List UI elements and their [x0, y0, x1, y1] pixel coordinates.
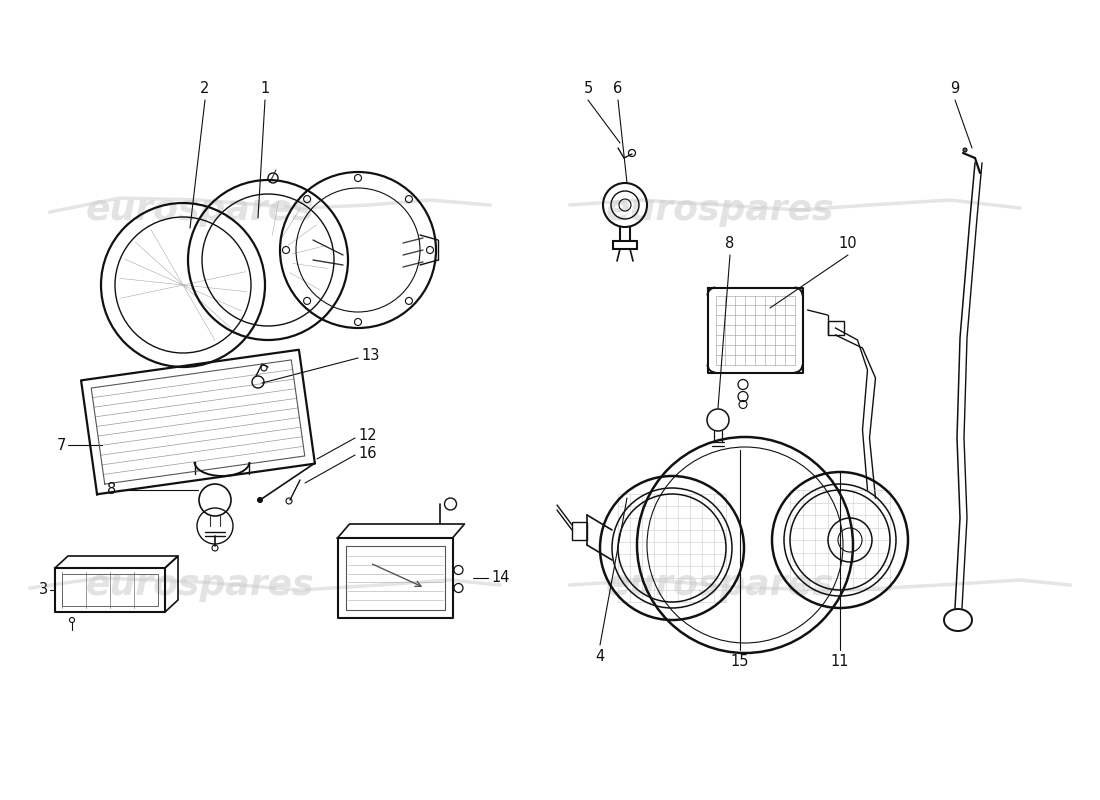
Circle shape [257, 498, 263, 502]
Text: eurospares: eurospares [86, 193, 315, 227]
Text: 9: 9 [950, 81, 959, 96]
Bar [62, 574, 158, 606]
Text: 5: 5 [583, 81, 593, 96]
Text: 11: 11 [830, 654, 849, 669]
Text: 4: 4 [595, 649, 605, 664]
Text: 7: 7 [56, 438, 66, 453]
Text: 16: 16 [358, 446, 376, 461]
Text: 2: 2 [200, 81, 210, 96]
Text: 6: 6 [614, 81, 623, 96]
Text: 8: 8 [107, 482, 116, 498]
Text: 12: 12 [358, 429, 376, 443]
Text: eurospares: eurospares [606, 193, 834, 227]
Circle shape [962, 148, 967, 152]
Text: 8: 8 [725, 236, 735, 251]
Text: 13: 13 [361, 349, 379, 363]
Text: eurospares: eurospares [86, 568, 315, 602]
Text: 14: 14 [491, 570, 509, 586]
Text: 10: 10 [838, 236, 857, 251]
Bar [345, 546, 444, 610]
Bar [572, 522, 587, 540]
Text: 15: 15 [730, 654, 749, 669]
Text: eurospares: eurospares [606, 568, 834, 602]
Bar [827, 321, 844, 335]
Text: 1: 1 [261, 81, 270, 96]
Text: 3: 3 [39, 582, 48, 598]
